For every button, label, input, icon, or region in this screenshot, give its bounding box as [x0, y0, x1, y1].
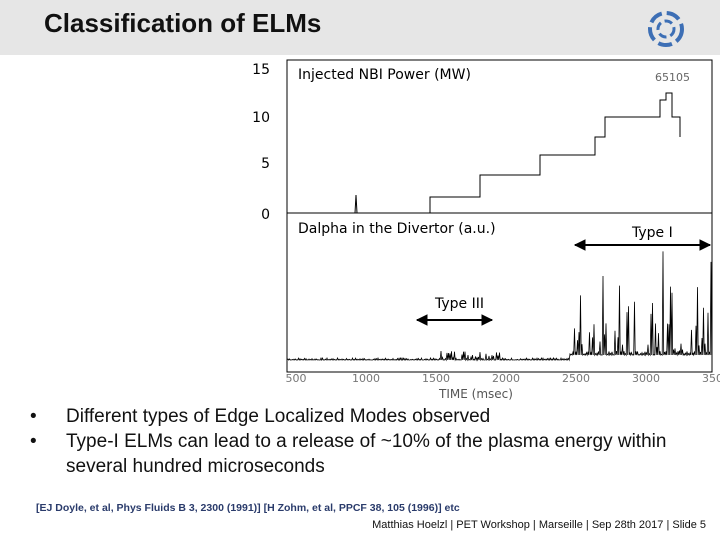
dalpha-trace: [286, 251, 713, 362]
y-tick-label: 0: [261, 207, 270, 223]
footer: Matthias Hoelzl | PET Workshop | Marseil…: [372, 519, 706, 531]
arrowheads: [415, 314, 494, 326]
bullet-list: Different types of Edge Localized Modes …: [30, 404, 680, 479]
shot-number: 65105: [655, 71, 690, 84]
y-tick-label: 15: [252, 62, 270, 78]
x-tick-label: 1000: [352, 372, 380, 385]
x-tick-label: 2500: [562, 372, 590, 385]
x-axis-label: TIME (msec): [438, 387, 513, 400]
figure: Injected NBI Power (MW) 65105 Dalpha in …: [252, 59, 720, 400]
bullet: Different types of Edge Localized Modes …: [30, 404, 680, 429]
panel-label: Injected NBI Power (MW): [298, 67, 471, 83]
bullet: Type-I ELMs can lead to a release of ~10…: [30, 429, 680, 479]
x-tick-label: 3000: [632, 372, 660, 385]
reference: [EJ Doyle, et al, Phys Fluids B 3, 2300 …: [36, 502, 460, 514]
logo: [648, 11, 684, 47]
y-tick-label: 10: [252, 110, 270, 126]
type-label: Type III: [434, 296, 484, 312]
x-tick-label: 500: [286, 372, 307, 385]
type-label: Type I: [631, 225, 673, 241]
nbi-trace: [287, 92, 681, 214]
y-tick-label: 5: [261, 156, 270, 172]
x-tick-label: 2000: [492, 372, 520, 385]
panel-label: Dalpha in the Divertor (a.u.): [298, 221, 496, 237]
title-bar: [0, 0, 720, 55]
slide-title: Classification of ELMs: [44, 8, 322, 38]
arrowheads: [573, 239, 712, 251]
x-tick-label: 3500: [702, 372, 720, 385]
x-tick-label: 1500: [422, 372, 450, 385]
plot-frame: [286, 59, 713, 373]
